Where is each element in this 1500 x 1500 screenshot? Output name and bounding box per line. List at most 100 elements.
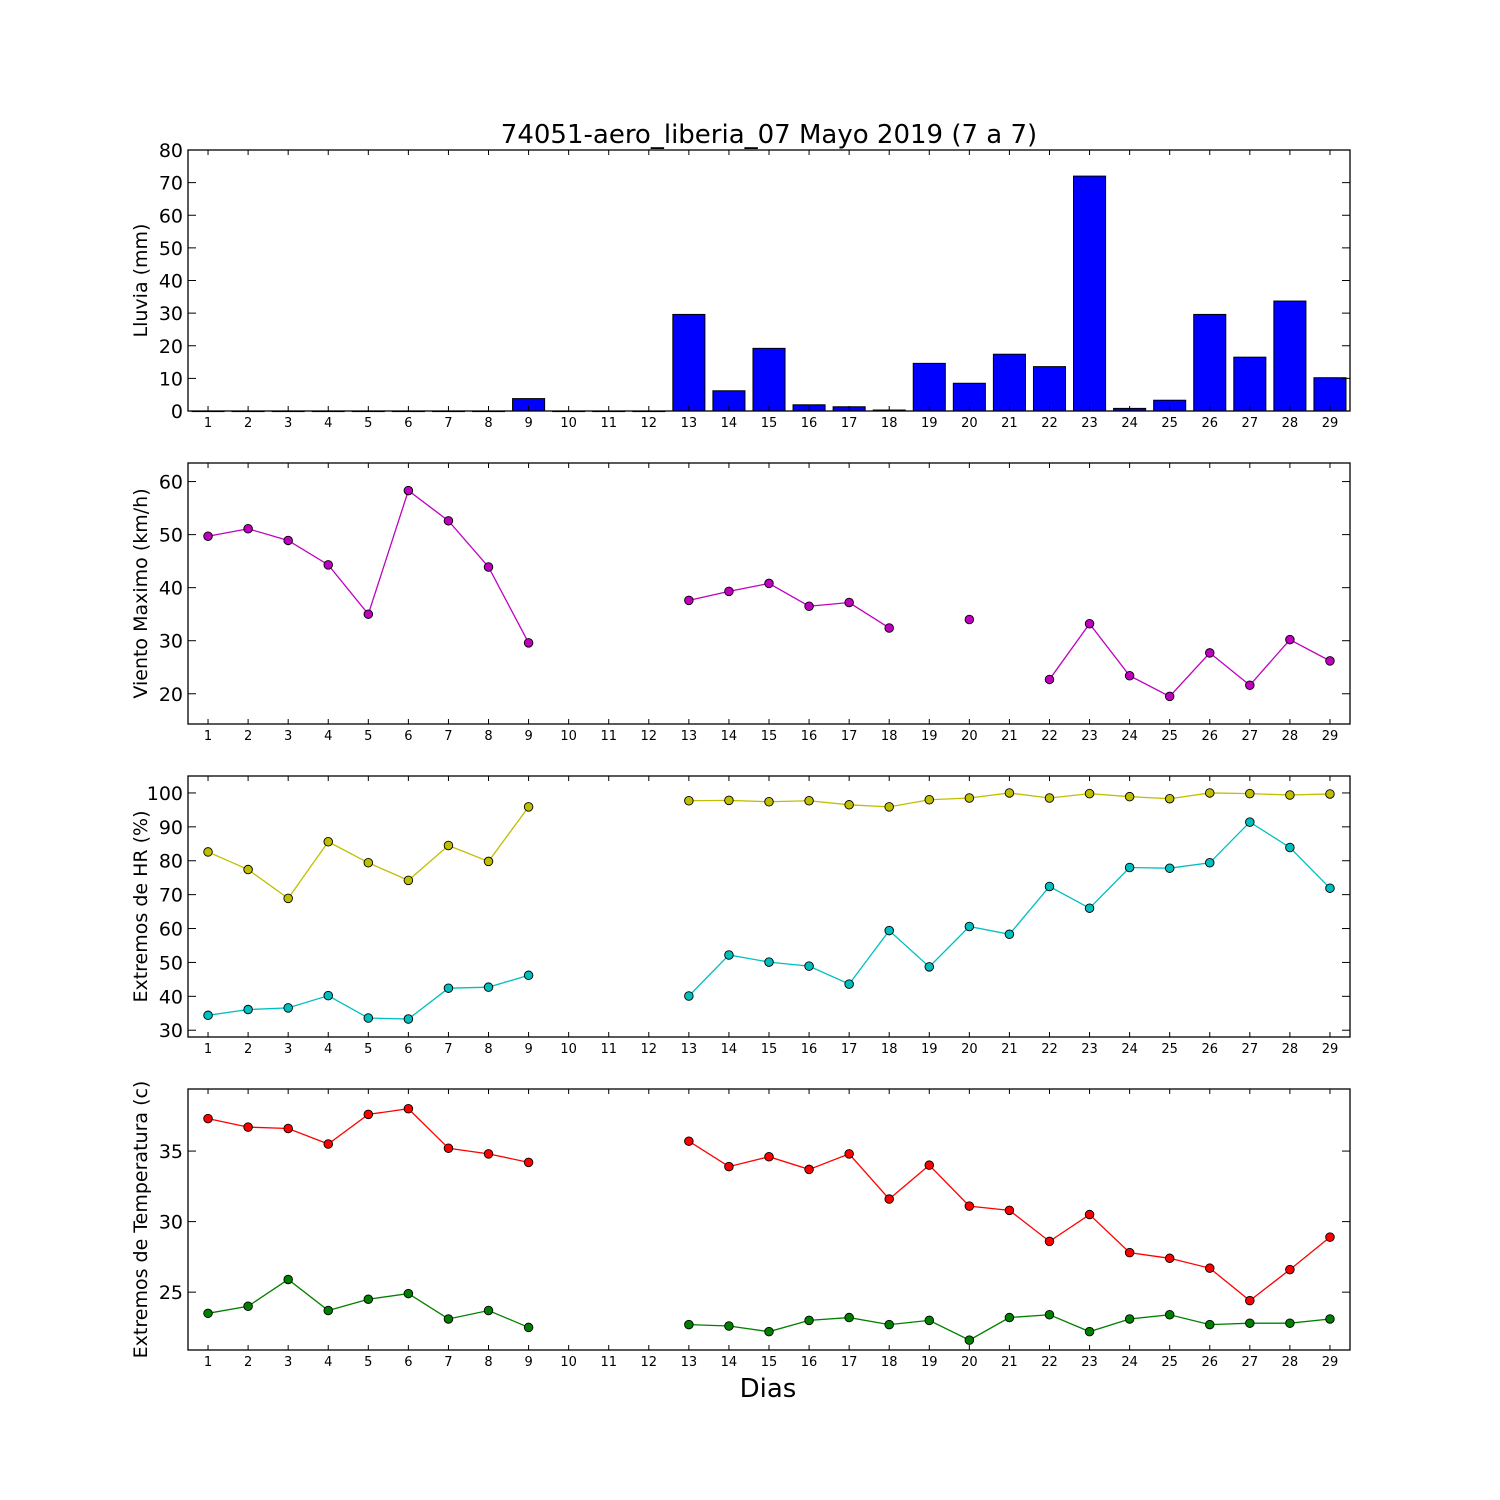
y-tick-label: 30 xyxy=(159,631,183,653)
data-point xyxy=(1285,634,1295,645)
y-tick-label: 0 xyxy=(171,401,183,423)
y-axis-label: Extremos de Temperatura (c) xyxy=(130,1081,152,1359)
data-point xyxy=(924,794,935,805)
data-point xyxy=(924,962,935,972)
x-tick-label: 16 xyxy=(801,1355,818,1370)
data-point xyxy=(403,1104,414,1114)
series-line xyxy=(1048,622,1331,698)
data-point xyxy=(1325,789,1335,799)
data-point xyxy=(243,864,253,875)
x-tick-label: 21 xyxy=(1001,729,1018,744)
data-point xyxy=(1044,881,1055,892)
data-point xyxy=(844,800,854,810)
data-point xyxy=(523,1322,534,1333)
x-tick-label: 17 xyxy=(841,1042,858,1057)
x-tick-label: 8 xyxy=(484,1042,492,1057)
data-point xyxy=(1124,862,1135,873)
data-point xyxy=(684,595,694,606)
x-tick-label: 22 xyxy=(1041,1042,1058,1057)
series-line xyxy=(688,582,890,629)
data-point xyxy=(483,1149,494,1159)
x-tick-label: 14 xyxy=(721,729,738,744)
bar xyxy=(1032,366,1067,412)
data-point xyxy=(884,623,894,633)
data-point xyxy=(1285,1318,1295,1328)
data-point xyxy=(283,535,293,546)
x-tick-label: 9 xyxy=(524,1042,532,1057)
data-point xyxy=(844,1312,854,1323)
x-tick-label: 19 xyxy=(921,1042,938,1057)
data-point xyxy=(203,1113,213,1124)
x-tick-label: 18 xyxy=(881,416,898,431)
data-point xyxy=(964,614,975,625)
data-point xyxy=(1044,1309,1055,1320)
y-tick-label: 50 xyxy=(159,238,183,260)
data-point xyxy=(724,586,734,597)
x-tick-label: 25 xyxy=(1161,1355,1178,1370)
bar xyxy=(672,313,706,412)
x-tick-label: 9 xyxy=(524,416,532,431)
x-tick-label: 10 xyxy=(560,1355,577,1370)
data-point xyxy=(1044,1236,1055,1247)
data-point xyxy=(1164,691,1175,702)
data-point xyxy=(884,1319,894,1330)
x-tick-label: 7 xyxy=(444,729,452,744)
y-tick-label: 30 xyxy=(159,1212,183,1234)
data-point xyxy=(1004,1205,1015,1216)
data-point xyxy=(283,1274,293,1285)
data-point xyxy=(1044,793,1055,803)
x-tick-label: 26 xyxy=(1201,1042,1218,1057)
y-tick-label: 50 xyxy=(159,525,183,547)
data-point xyxy=(1245,788,1255,799)
y-tick-label: 50 xyxy=(159,952,183,974)
x-tick-label: 22 xyxy=(1041,729,1058,744)
data-point xyxy=(1164,1309,1175,1320)
data-point xyxy=(363,1109,374,1120)
data-point xyxy=(1084,618,1095,629)
data-point xyxy=(764,578,774,589)
data-point xyxy=(523,638,534,648)
data-point xyxy=(1084,1209,1095,1220)
data-point xyxy=(1124,1314,1135,1324)
x-tick-label: 27 xyxy=(1242,729,1259,744)
y-tick-label: 70 xyxy=(159,885,183,907)
data-point xyxy=(243,1122,253,1132)
x-tick-label: 20 xyxy=(961,1042,978,1057)
x-tick-label: 1 xyxy=(204,729,212,744)
x-tick-label: 12 xyxy=(641,416,658,431)
x-tick-label: 12 xyxy=(641,1355,658,1370)
x-tick-label: 25 xyxy=(1161,1042,1178,1057)
bar xyxy=(1193,313,1227,412)
y-tick-label: 40 xyxy=(159,986,183,1008)
y-axis-label: Viento Maximo (km/h) xyxy=(130,488,152,698)
y-tick-label: 80 xyxy=(159,140,183,162)
x-tick-label: 14 xyxy=(721,1042,738,1057)
x-tick-label: 8 xyxy=(484,1355,492,1370)
bar xyxy=(1233,356,1267,412)
x-tick-label: 6 xyxy=(404,1355,412,1370)
data-point xyxy=(1285,1264,1295,1275)
x-tick-label: 16 xyxy=(801,729,818,744)
data-point xyxy=(443,516,454,526)
x-tick-label: 24 xyxy=(1121,416,1138,431)
data-point xyxy=(1285,790,1295,800)
bar xyxy=(1273,300,1307,412)
data-point xyxy=(964,1335,975,1345)
x-tick-label: 27 xyxy=(1242,416,1259,431)
data-point xyxy=(323,990,333,1001)
x-tick-label: 16 xyxy=(801,416,818,431)
bar xyxy=(912,362,946,412)
y-tick-label: 30 xyxy=(159,303,183,325)
x-tick-label: 21 xyxy=(1001,1355,1018,1370)
data-point xyxy=(1004,929,1015,940)
y-tick-label: 90 xyxy=(159,817,183,839)
data-point xyxy=(403,1014,414,1024)
data-point xyxy=(1245,680,1255,691)
x-tick-label: 25 xyxy=(1161,416,1178,431)
chart-title: 74051-aero_liberia_07 Mayo 2019 (7 a 7) xyxy=(501,120,1037,150)
data-point xyxy=(1245,817,1255,827)
x-tick-label: 29 xyxy=(1322,1355,1339,1370)
x-tick-label: 6 xyxy=(404,416,412,431)
data-point xyxy=(203,1010,213,1021)
